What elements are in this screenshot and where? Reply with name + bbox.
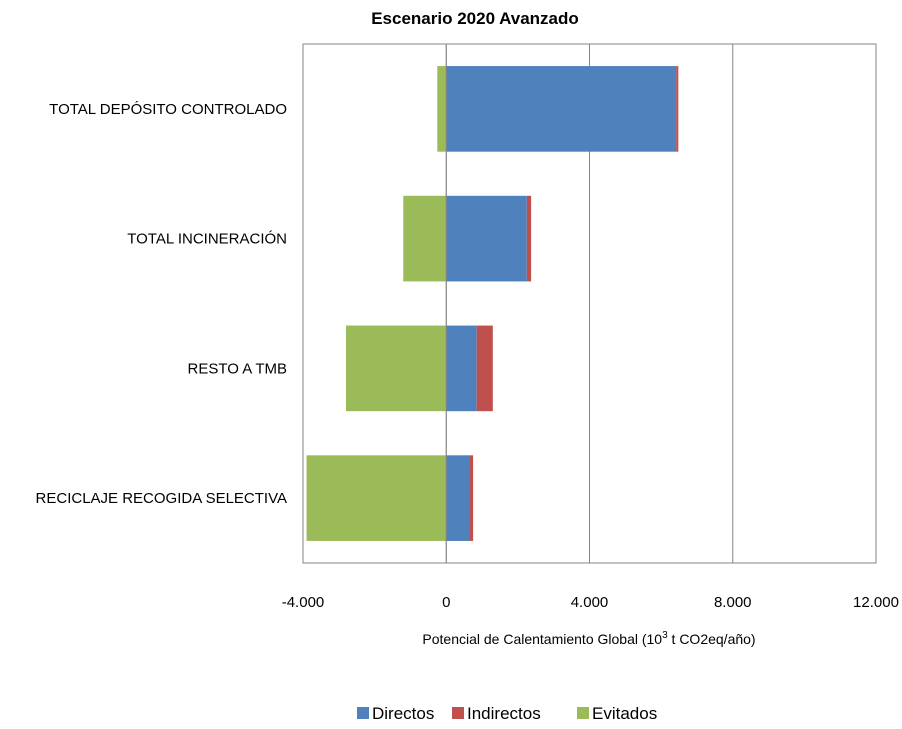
bar-evitados — [306, 455, 447, 541]
bar-indirectos — [676, 66, 679, 152]
x-axis-label: Potencial de Calentamiento Global (103 t… — [422, 630, 755, 647]
x-axis-label-superscript: 3 — [662, 630, 668, 641]
legend-label-evitados: Evitados — [592, 704, 657, 723]
bar-evitados — [437, 66, 447, 152]
bar-directos — [446, 455, 470, 541]
chart-title: Escenario 2020 Avanzado — [371, 9, 579, 28]
category-label: TOTAL INCINERACIÓN — [127, 231, 287, 248]
x-tick-label: 12.000 — [853, 594, 899, 611]
legend: Directos Indirectos Evitados — [357, 704, 657, 723]
x-tick-labels: -4.000 0 4.000 8.000 12.000 — [282, 594, 899, 611]
legend-swatch-evitados — [577, 707, 589, 719]
bar-indirectos — [476, 325, 493, 412]
x-tick-label: 8.000 — [714, 594, 752, 611]
legend-label-indirectos: Indirectos — [467, 704, 541, 723]
x-tick-label: 4.000 — [571, 594, 609, 611]
bars — [306, 44, 679, 563]
bar-evitados — [345, 325, 447, 412]
x-axis-label-suffix: t CO2eq/año) — [668, 631, 756, 647]
category-labels: TOTAL DEPÓSITO CONTROLADO TOTAL INCINERAC… — [36, 101, 287, 507]
bar-directos — [446, 325, 477, 412]
category-label: RESTO A TMB — [188, 360, 287, 377]
bar-indirectos — [469, 455, 474, 541]
legend-swatch-indirectos — [452, 707, 464, 719]
bar-indirectos — [526, 195, 532, 282]
x-axis-label-prefix: Potencial de Calentamiento Global (10 — [422, 631, 662, 647]
category-label: TOTAL DEPÓSITO CONTROLADO — [49, 101, 287, 118]
x-tick-label: -4.000 — [282, 594, 325, 611]
category-label: RECICLAJE RECOGIDA SELECTIVA — [36, 490, 287, 507]
bar-directos — [446, 195, 527, 282]
x-tick-label: 0 — [442, 594, 450, 611]
legend-swatch-directos — [357, 707, 369, 719]
bar-directos — [446, 66, 677, 152]
legend-label-directos: Directos — [372, 704, 434, 723]
bar-evitados — [403, 195, 447, 282]
